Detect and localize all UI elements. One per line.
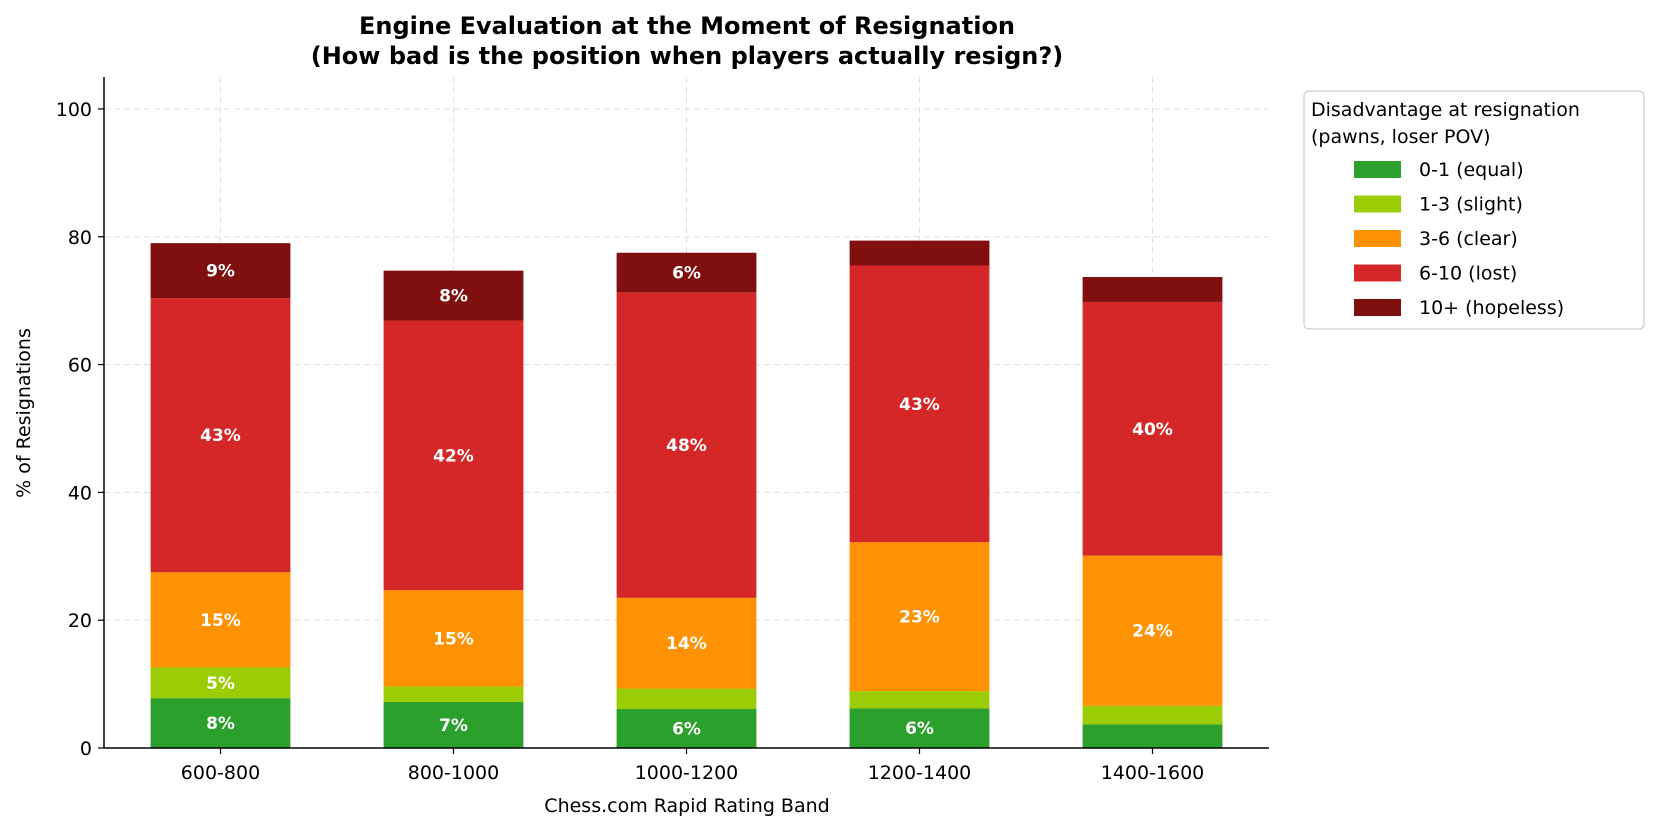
bar-value-label: 6% (672, 264, 701, 284)
bar-segment (150, 667, 291, 699)
bar-segment (849, 691, 990, 709)
bar-segment (616, 688, 757, 710)
y-tick-label: 20 (68, 610, 92, 632)
legend: Disadvantage at resignation (pawns, loser… (1303, 90, 1645, 330)
bar-value-label: 15% (433, 629, 474, 649)
bar-segment (383, 320, 524, 591)
legend-entry: 6-10 (lost) (1419, 263, 1517, 285)
x-tick-label: 1400-1600 (1101, 762, 1205, 784)
y-tick-label: 40 (68, 482, 92, 504)
bar-segment (616, 252, 757, 293)
bar-segment (383, 701, 524, 748)
bar-value-label: 42% (433, 446, 474, 466)
bar-segment (1082, 724, 1223, 748)
bar-value-label: 6% (672, 720, 701, 740)
legend-swatch (1354, 299, 1401, 316)
bar-segment (1082, 555, 1223, 706)
bar-value-label: 15% (200, 611, 241, 631)
bar-segment (383, 686, 524, 702)
bar-segment (1082, 301, 1223, 556)
bar-value-label: 48% (666, 436, 707, 456)
legend-entry: 3-6 (clear) (1419, 228, 1518, 250)
bar-segment (1082, 277, 1223, 302)
bar-segment (849, 542, 990, 692)
bar-value-label: 40% (1132, 420, 1173, 440)
y-tick-label: 60 (68, 355, 92, 377)
y-tick-label: 100 (56, 99, 92, 121)
legend-entry: 0-1 (equal) (1419, 159, 1524, 181)
bar-segment (1082, 705, 1223, 725)
bar-value-label: 43% (200, 426, 241, 446)
bar-segment (849, 240, 990, 266)
bar-segment (383, 590, 524, 687)
x-tick-label: 600-800 (181, 762, 260, 784)
legend-entry: 10+ (hopeless) (1419, 297, 1564, 319)
bar-segment (150, 572, 291, 668)
x-tick-label: 800-1000 (408, 762, 499, 784)
bar-value-label: 43% (899, 395, 940, 415)
bar-value-label: 7% (439, 716, 468, 736)
bar-segment (616, 597, 757, 689)
bar-segment (849, 265, 990, 543)
bar-segment (150, 698, 291, 748)
legend-swatch (1354, 195, 1401, 213)
bar-segment (383, 270, 524, 321)
bar-value-label: 24% (1132, 622, 1173, 642)
legend-title: (pawns, loser POV) (1311, 126, 1491, 148)
bar-segment (616, 709, 757, 748)
bar-segment (150, 243, 291, 299)
bar-segment (150, 298, 291, 573)
legend-swatch (1354, 161, 1401, 178)
x-tick-label: 1000-1200 (635, 762, 739, 784)
bar-value-label: 6% (905, 719, 934, 739)
x-axis-label: Chess.com Rapid Rating Band (544, 795, 829, 817)
bars (150, 240, 1223, 748)
bar-value-label: 8% (206, 714, 235, 734)
bar-labels: 8% 5% 15% 43% 9% 7% 15% 42% 8% 6% 14% 48% 6% 6% 23% 43%… (200, 262, 1173, 740)
legend-entry: 1-3 (slight) (1419, 194, 1523, 216)
y-tick-label: 80 (68, 227, 92, 249)
axes: 0 20 40 60 80 100 600-800 800-1000 1000-1200 1200… (56, 77, 1269, 784)
chart-title: Engine Evaluation at the Moment of Resig… (359, 12, 1015, 40)
bar-segment (849, 708, 990, 748)
x-tick-label: 1200-1400 (868, 762, 972, 784)
y-axis-label: % of Resignations (13, 328, 35, 498)
legend-swatch (1354, 264, 1401, 282)
legend-title: Disadvantage at resignation (1311, 99, 1580, 121)
bar-value-label: 23% (899, 608, 940, 628)
bar-value-label: 9% (206, 262, 235, 282)
bar-value-label: 14% (666, 634, 707, 654)
bar-value-label: 5% (206, 674, 235, 694)
bar-segment (616, 292, 757, 598)
legend-swatch (1354, 230, 1401, 247)
y-tick-label: 0 (80, 738, 92, 760)
bar-value-label: 8% (439, 287, 468, 307)
chart-subtitle: (How bad is the position when players ac… (311, 42, 1064, 70)
